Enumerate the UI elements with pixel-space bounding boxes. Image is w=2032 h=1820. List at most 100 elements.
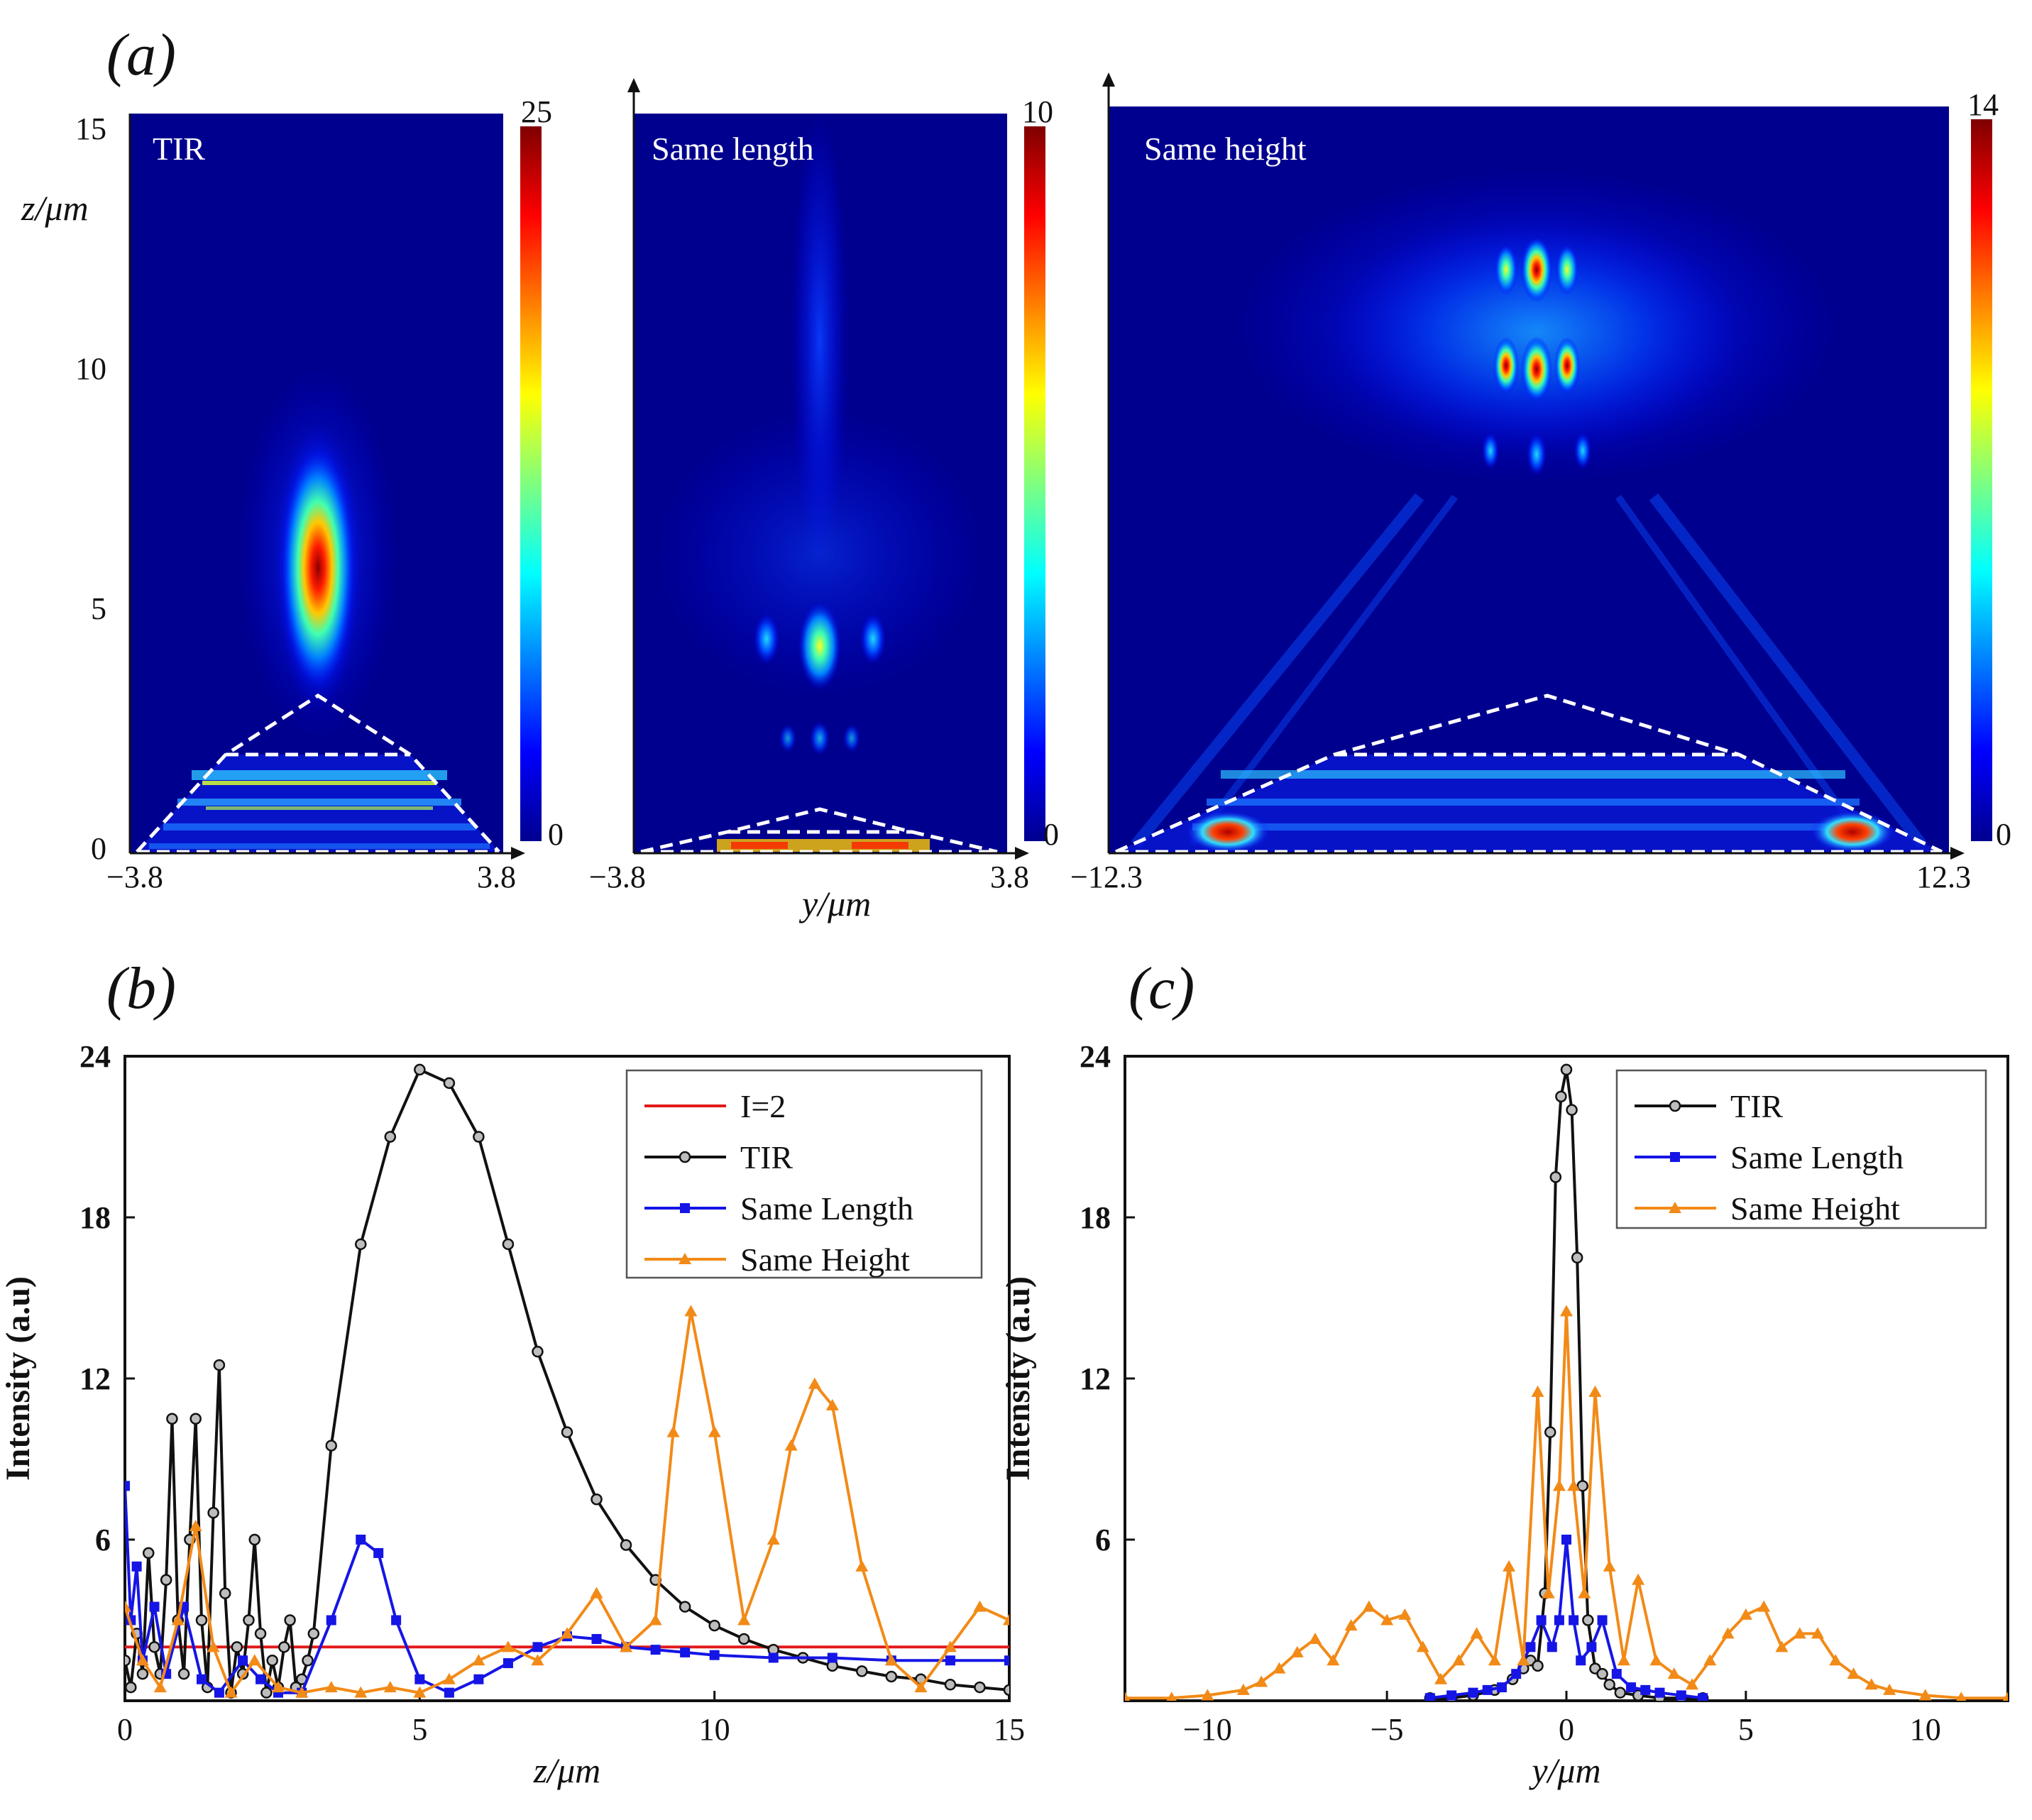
chart-b-point-same-height [767, 1533, 780, 1545]
chart-c-point-same-height [1542, 1586, 1555, 1599]
chart-c-point-same-length [1576, 1655, 1586, 1666]
chart-c-point-same-length [1676, 1690, 1686, 1701]
chart-c-point-same-height [1166, 1692, 1177, 1701]
chart-b-point-same-length [131, 1561, 142, 1572]
chart-c-legend-marker-same-height [1669, 1202, 1681, 1213]
chart-b-point-same-height [271, 1681, 285, 1693]
chart-c-legend-marker-tir [1669, 1100, 1681, 1112]
chart-c-ytick-label: 24 [1080, 1039, 1111, 1074]
chart-c-ylabel: Intensity (a.u) [999, 1276, 1037, 1481]
chart-c-ytick-label: 12 [1080, 1361, 1111, 1396]
chart-b-legend-label-same-length: Same Length [740, 1190, 913, 1227]
chart-b-legend-label-i-2: I=2 [740, 1088, 786, 1124]
chart-c-point-same-height [1793, 1627, 1806, 1639]
chart-b-point-tir [125, 1655, 131, 1667]
chart-c-point-same-height [1344, 1619, 1358, 1631]
chart-b-ytick-label: 6 [95, 1523, 111, 1557]
chart-b-point-tir [136, 1667, 149, 1680]
chart-c-point-same-length [1554, 1615, 1564, 1626]
chart-b-xtick-label: 15 [994, 1712, 1025, 1747]
chart-b-point-same-height [501, 1640, 515, 1652]
chart-b-point-same-height [737, 1613, 751, 1626]
panel-a-caption: (a) [106, 22, 176, 88]
colorbar-same-length-max: 10 [1022, 94, 1053, 129]
chart-b-legend-marker-same-length [680, 1203, 690, 1213]
chart-c-point-same-length [1698, 1693, 1708, 1701]
chart-c-point-same-height [1865, 1678, 1878, 1690]
chart-b-point-same-height [189, 1520, 202, 1532]
chart-c-point-same-height [1632, 1573, 1645, 1585]
chart-b-point-tir [974, 1681, 986, 1694]
chart-c-point-same-height [1362, 1600, 1375, 1612]
chart-c-point-same-height [1685, 1678, 1698, 1690]
chart-c-point-same-length [1511, 1669, 1522, 1679]
chart-b-point-tir [125, 1681, 137, 1694]
chart-c-point-same-length [1569, 1615, 1579, 1626]
chart-c-point-same-height [1617, 1654, 1630, 1666]
chart-b-point-tir [561, 1426, 573, 1438]
chart-b-point-same-height [825, 1398, 839, 1410]
chart-b-point-same-height [808, 1377, 821, 1389]
chart-b-legend-label-same-height: Same Height [740, 1241, 910, 1278]
panel-b-caption: (b) [106, 955, 176, 1021]
chart-c-point-tir [1571, 1251, 1583, 1263]
chart-b-point-same-height [855, 1559, 869, 1572]
chart-c-point-same-height [1255, 1675, 1268, 1687]
chart-b-point-same-height [666, 1425, 680, 1437]
chart-b-point-same-height [224, 1686, 238, 1698]
chart-b-point-same-height [561, 1627, 573, 1639]
chart-b-point-tir [502, 1238, 515, 1251]
chart-b-point-same-height [684, 1305, 698, 1317]
chart-b-point-same-length [149, 1601, 160, 1612]
chart-b: 0 5 10 15 6 12 18 24 z/μm Intensity (a.u) I=2 TIR Sa… [0, 1039, 1025, 1790]
chart-b-point-same-height [153, 1681, 167, 1693]
chart-b-point-tir [219, 1587, 231, 1599]
chart-c-point-same-height [1956, 1692, 1967, 1701]
chart-b-ytick-label: 18 [79, 1200, 111, 1235]
chart-c-point-same-length [1536, 1615, 1547, 1626]
chart-c-point-same-length [1640, 1684, 1651, 1695]
chart-c-point-same-height [1201, 1689, 1214, 1701]
chart-b-legend-label-tir: TIR [740, 1139, 793, 1175]
heatmap-tir-label: TIR [153, 131, 205, 167]
chart-b-point-same-height [620, 1640, 633, 1652]
chart-b-point-tir [325, 1440, 337, 1452]
heatmap-same-height: Same height [1109, 106, 1949, 854]
chart-b-point-tir [473, 1131, 485, 1143]
chart-c-point-same-height [1470, 1627, 1483, 1639]
map1-y-arrow [511, 847, 525, 860]
chart-b-point-same-height [442, 1672, 456, 1684]
chart-c-point-tir [1614, 1687, 1627, 1699]
chart-c-xtick-label: −5 [1371, 1712, 1404, 1747]
chart-c-point-same-height [1918, 1689, 1932, 1701]
chart-b-point-same-height [171, 1613, 185, 1626]
chart-c-point-same-height [1775, 1640, 1789, 1652]
chart-c-xlabel: y/μm [1528, 1750, 1600, 1790]
heatmap-same-height-label: Same height [1144, 131, 1307, 167]
chart-b-point-same-height [207, 1640, 220, 1652]
chart-b-point-same-height [125, 1600, 131, 1612]
chart-b-point-same-length [444, 1687, 454, 1698]
chart-b-point-tir [944, 1679, 957, 1691]
chart-b-point-tir [207, 1506, 219, 1519]
chart-b-point-same-height [784, 1439, 798, 1451]
map-z-tick-10: 10 [75, 351, 106, 386]
chart-c-point-same-height [1531, 1385, 1544, 1397]
chart-c-point-same-height [1290, 1645, 1304, 1657]
chart-c-point-same-height [1309, 1632, 1322, 1644]
chart-c-point-same-height [2002, 1692, 2008, 1701]
chart-c-point-same-height [1757, 1600, 1771, 1612]
chart-c-point-same-length [1468, 1687, 1478, 1698]
map2-ymin: −3.8 [589, 860, 646, 894]
chart-b-point-same-length [414, 1674, 425, 1684]
chart-b-point-tir [278, 1641, 290, 1653]
chart-b-point-same-length [768, 1652, 779, 1663]
heatmap-same-length-label: Same length [652, 131, 814, 167]
chart-b-point-tir [443, 1077, 456, 1090]
chart-c-point-same-height [1811, 1627, 1824, 1639]
map-z-tick-5: 5 [91, 591, 106, 626]
chart-b-point-tir [1003, 1684, 1009, 1696]
map3-z-arrow [1102, 72, 1115, 87]
map-z-tick-15: 15 [75, 111, 106, 146]
chart-b-line-same-height [125, 1310, 1009, 1694]
